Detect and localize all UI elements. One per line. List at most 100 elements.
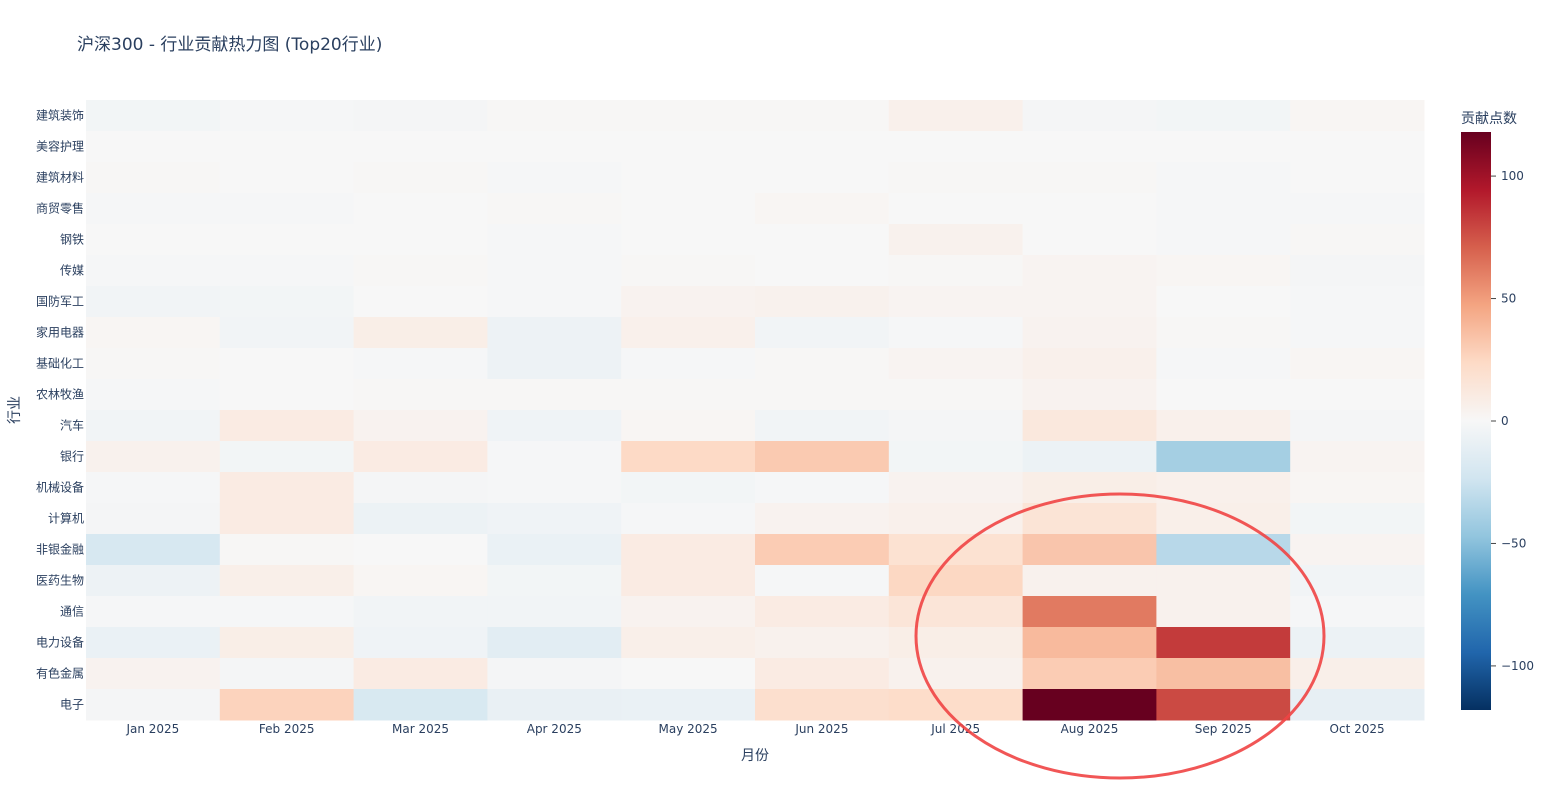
y-tick-label: 建筑装饰: [36, 108, 84, 123]
heatmap-cell: [1156, 100, 1291, 132]
heatmap-cell: [86, 410, 221, 442]
heatmap-cell: [219, 596, 355, 628]
heatmap-cell: [487, 503, 622, 535]
heatmap-cell: [1290, 348, 1425, 380]
heatmap-cell: [755, 286, 890, 318]
y-tick-label: 钢铁: [60, 233, 84, 247]
heatmap-cell: [621, 224, 756, 256]
y-tick-label: 机械设备: [36, 480, 84, 495]
y-tick-label: 计算机: [48, 511, 84, 526]
heatmap-cell: [219, 565, 355, 597]
colorbar: [1461, 132, 1491, 710]
heatmap-cell: [621, 255, 756, 287]
heatmap-cell: [621, 565, 756, 597]
heatmap-cell: [487, 689, 622, 721]
heatmap-cell: [353, 441, 488, 473]
heatmap-cell: [353, 131, 488, 163]
heatmap-cell: [219, 472, 355, 504]
heatmap-cell: [1290, 565, 1425, 597]
heatmap-cell: [888, 348, 1024, 380]
y-tick-label: 电力设备: [36, 636, 84, 650]
heatmap-cell: [755, 472, 890, 504]
heatmap-cell: [353, 534, 488, 566]
heatmap-cell: [621, 379, 756, 411]
heatmap-cell: [621, 131, 756, 163]
heatmap-cell: [487, 317, 622, 349]
heatmap-cell: [1290, 379, 1425, 411]
heatmap-cell: [888, 255, 1024, 287]
heatmap-cell: [1290, 317, 1425, 349]
colorbar-tick-label: 50: [1501, 292, 1516, 306]
heatmap-cell: [219, 317, 355, 349]
heatmap-cell: [755, 100, 890, 132]
heatmap-cell: [888, 565, 1024, 597]
heatmap-cell: [755, 689, 890, 721]
heatmap-cell: [888, 286, 1024, 318]
heatmap-cell: [1022, 162, 1157, 194]
heatmap-cell: [219, 193, 355, 225]
heatmap-cell: [353, 162, 488, 194]
heatmap-cell: [888, 193, 1024, 225]
heatmap-cell: [1022, 441, 1157, 473]
heatmap-cell: [1022, 193, 1157, 225]
heatmap-cell: [621, 472, 756, 504]
heatmap-cell: [353, 348, 488, 380]
heatmap-cell: [1022, 689, 1157, 721]
heatmap-cell: [86, 131, 221, 163]
heatmap-cell: [1290, 472, 1425, 504]
heatmap-cell: [219, 255, 355, 287]
heatmap-cell: [219, 224, 355, 256]
heatmap-cell: [755, 565, 890, 597]
heatmap-cell: [487, 627, 622, 659]
heatmap-cell: [888, 131, 1024, 163]
y-tick-label: 商贸零售: [36, 201, 84, 216]
heatmap-cell: [1022, 100, 1157, 132]
heatmap-cell: [219, 379, 355, 411]
heatmap-cell: [1290, 534, 1425, 566]
heatmap-cell: [353, 689, 488, 721]
heatmap-cell: [755, 596, 890, 628]
heatmap-cell: [86, 255, 221, 287]
heatmap-cell: [755, 317, 890, 349]
heatmap-cell: [1022, 379, 1157, 411]
heatmap-cell: [755, 410, 890, 442]
heatmap-cell: [1290, 131, 1425, 163]
y-tick-label: 国防军工: [36, 294, 84, 309]
heatmap-cell: [621, 441, 756, 473]
heatmap-cell: [1156, 627, 1291, 659]
heatmap-cell: [219, 503, 355, 535]
heatmap-cell: [219, 286, 355, 318]
y-tick-label: 建筑材料: [36, 170, 84, 185]
x-tick-label: Sep 2025: [1195, 722, 1252, 736]
heatmap-cell: [487, 565, 622, 597]
y-tick-label: 美容护理: [36, 139, 84, 154]
heatmap-cell: [1290, 627, 1425, 659]
heatmap-cell: [1156, 162, 1291, 194]
heatmap-cell: [487, 193, 622, 225]
heatmap-cell: [621, 534, 756, 566]
heatmap-cell: [86, 596, 221, 628]
heatmap-cell: [621, 286, 756, 318]
colorbar-tick-label: 0: [1501, 414, 1509, 428]
heatmap-cell: [1156, 317, 1291, 349]
heatmap-cell: [1022, 224, 1157, 256]
highlight-ellipse: [914, 492, 1326, 780]
y-axis-ticks: 建筑装饰美容护理建筑材料商贸零售钢铁传媒国防军工家用电器基础化工农林牧渔汽车银行…: [36, 108, 84, 712]
heatmap-cell: [1156, 379, 1291, 411]
heatmap-cell: [1156, 596, 1291, 628]
heatmap-cell: [1156, 503, 1291, 535]
heatmap-cell: [86, 503, 221, 535]
heatmap-cell: [1022, 131, 1157, 163]
heatmap-cell: [888, 317, 1024, 349]
heatmap-cell: [1022, 503, 1157, 535]
heatmap-cell: [219, 627, 355, 659]
heatmap-cell: [353, 193, 488, 225]
x-tick-label: Apr 2025: [527, 722, 582, 736]
heatmap-cell: [86, 286, 221, 318]
heatmap-cell: [1290, 410, 1425, 442]
y-tick-label: 有色金属: [36, 666, 84, 681]
heatmap-cell: [755, 534, 890, 566]
heatmap-cell: [621, 658, 756, 690]
heatmap-cell: [353, 472, 488, 504]
